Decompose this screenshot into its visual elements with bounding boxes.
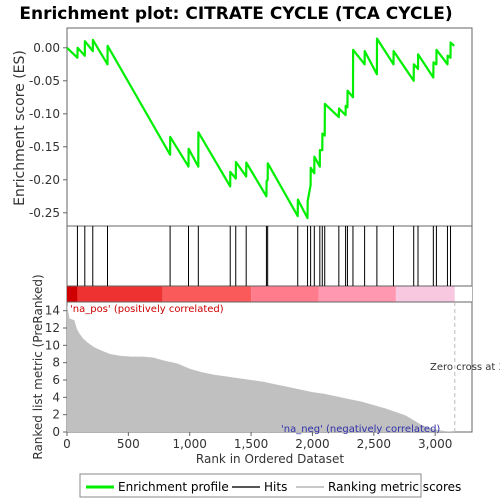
x-tick-label-4: 2,000 bbox=[295, 437, 329, 451]
legend-label-hits: Hits bbox=[264, 480, 287, 494]
y-tick-label-metric-2: 4 bbox=[52, 390, 60, 404]
color-bar-segment-2 bbox=[162, 286, 252, 302]
x-tick-label-1: 500 bbox=[117, 437, 140, 451]
axes-layer: 0.00 -0.05 -0.10 -0.15 -0.20 -0.25 0 2 4 6 8 10 12 14… bbox=[29, 41, 452, 451]
y-axis-label-es: Enrichment score (ES) bbox=[12, 50, 28, 206]
x-tick-label-6: 3,000 bbox=[418, 437, 452, 451]
legend-label-metric: Ranking metric scores bbox=[328, 480, 461, 494]
color-bar-segment-0 bbox=[67, 286, 78, 302]
y-tick-label-es-1: -0.05 bbox=[29, 74, 60, 88]
y-tick-label-metric-7: 14 bbox=[45, 304, 60, 318]
y-tick-label-metric-6: 12 bbox=[45, 321, 60, 335]
y-tick-label-es-5: -0.25 bbox=[29, 206, 60, 220]
color-bar-segment-6 bbox=[454, 286, 472, 302]
legend bbox=[79, 473, 422, 498]
y-axis-label-metric: Ranked list metric (PreRanked) bbox=[31, 274, 45, 459]
pos-correlated-label: 'na_pos' (positively correlated) bbox=[70, 304, 224, 315]
neg-correlated-label: 'na_neg' (negatively correlated) bbox=[281, 424, 440, 435]
y-tick-label-metric-1: 2 bbox=[52, 408, 60, 422]
legend-label-profile: Enrichment profile bbox=[118, 480, 229, 494]
y-tick-label-es-3: -0.15 bbox=[29, 140, 60, 154]
color-bar-segment-5 bbox=[395, 286, 455, 302]
ranked-metric-layer bbox=[67, 302, 456, 432]
y-tick-label-es-2: -0.10 bbox=[29, 107, 60, 121]
color-bar-segment-4 bbox=[318, 286, 396, 302]
x-tick-label-2: 1,000 bbox=[173, 437, 207, 451]
y-tick-label-es-0: 0.00 bbox=[33, 41, 60, 55]
enrichment-profile-layer bbox=[66, 37, 455, 220]
y-tick-label-es-4: -0.20 bbox=[29, 173, 60, 187]
ranked-metric-area bbox=[67, 304, 456, 432]
es-panel bbox=[66, 27, 473, 227]
y-tick-label-metric-5: 10 bbox=[45, 338, 60, 352]
y-tick-label-metric-4: 8 bbox=[52, 356, 60, 370]
zero-cross-label: Zero cross at 3 bbox=[430, 362, 500, 373]
x-axis-label: Rank in Ordered Dataset bbox=[196, 452, 344, 466]
chart-title: Enrichment plot: CITRATE CYCLE (TCA CYCL… bbox=[19, 4, 452, 24]
color-bar-segment-3 bbox=[251, 286, 319, 302]
color-bar-segment-1 bbox=[77, 286, 163, 302]
color-bar-layer bbox=[67, 286, 472, 302]
x-tick-label-5: 2,500 bbox=[357, 437, 391, 451]
hits-layer bbox=[76, 226, 452, 286]
y-tick-label-metric-0: 0 bbox=[52, 425, 60, 439]
x-tick-label-0: 0 bbox=[63, 437, 71, 451]
y-tick-label-metric-3: 6 bbox=[52, 373, 60, 387]
hits-panel bbox=[66, 225, 473, 287]
x-tick-label-3: 1,500 bbox=[234, 437, 268, 451]
enrichment-profile-line bbox=[66, 37, 455, 220]
